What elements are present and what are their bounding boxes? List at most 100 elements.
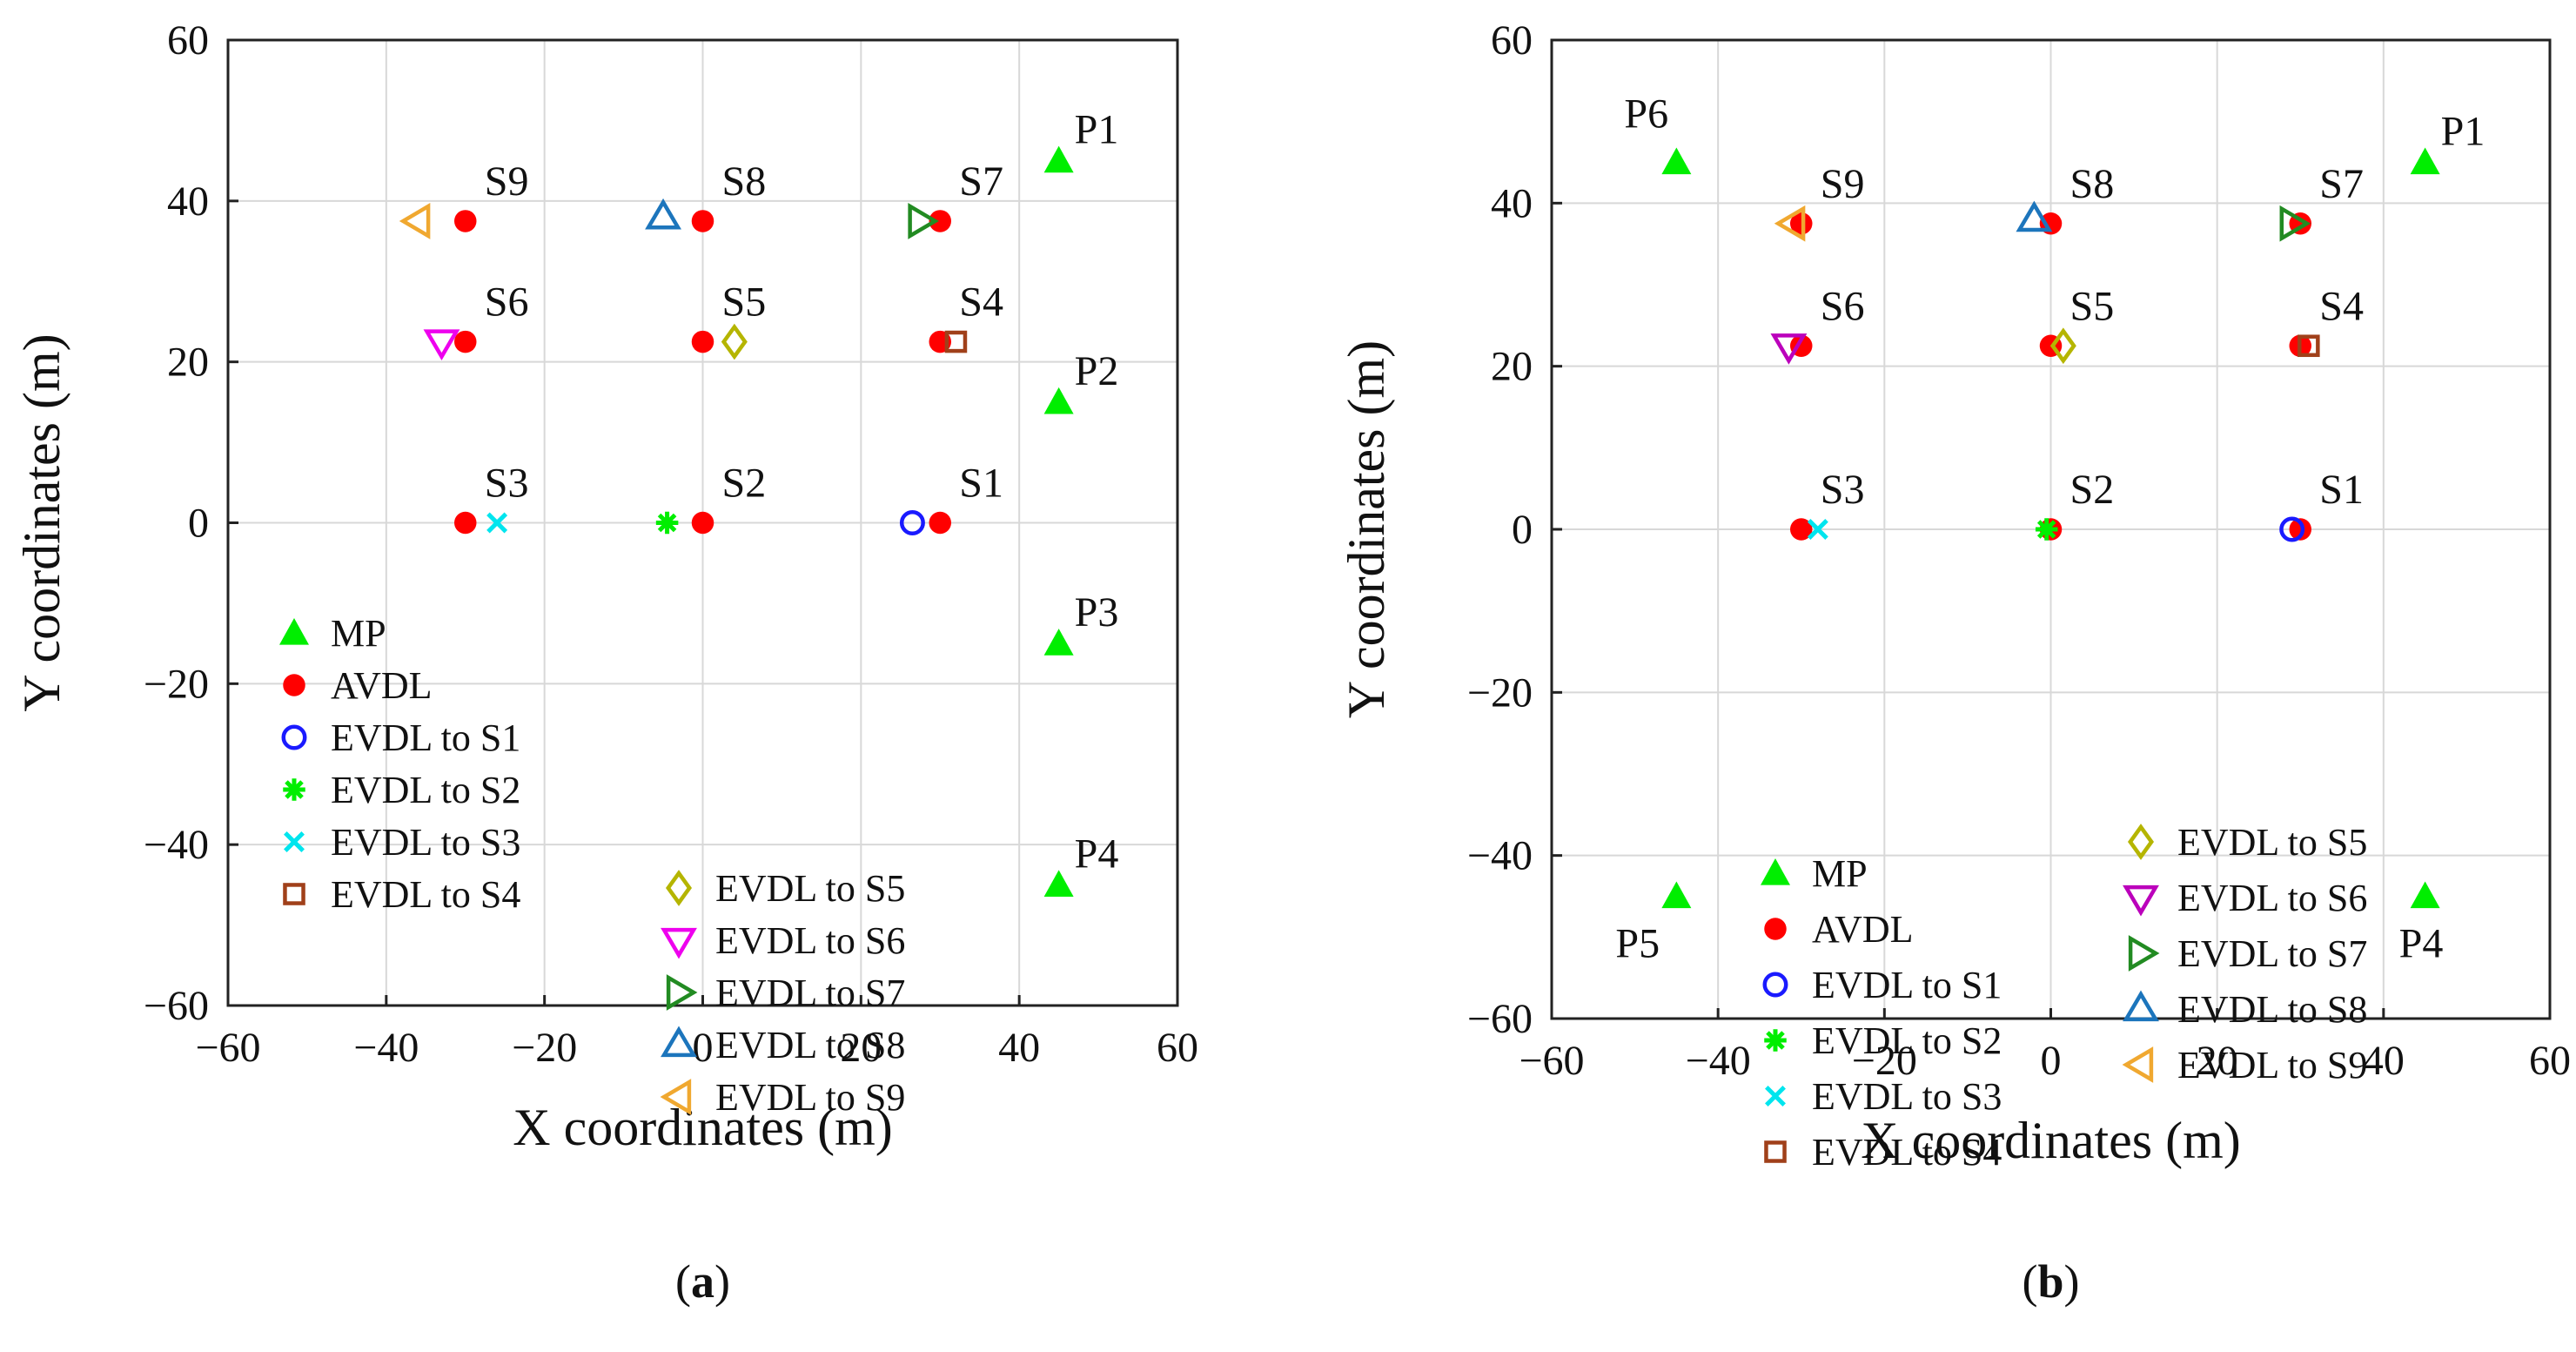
legend-marker-evdl-to-s3 bbox=[1765, 1086, 1786, 1106]
legend-label-evdl-to-s3: EVDL to S3 bbox=[1812, 1075, 2002, 1118]
legend-label-avdl: AVDL bbox=[1812, 908, 1914, 951]
point-mp-p1 bbox=[1043, 145, 1074, 173]
legend-label-evdl-to-s6: EVDL to S6 bbox=[715, 919, 905, 962]
panel-label: (a) bbox=[675, 1255, 730, 1308]
legend-label-evdl-to-s8: EVDL to S8 bbox=[2177, 988, 2367, 1031]
point-label-p2: P2 bbox=[1075, 348, 1119, 394]
y-tick-label: −60 bbox=[1467, 996, 1533, 1042]
legend-label-mp: MP bbox=[331, 612, 386, 655]
y-tick-label: −40 bbox=[144, 822, 209, 868]
point-evdl-to-s7 bbox=[908, 203, 939, 239]
x-tick-label: 40 bbox=[2363, 1038, 2405, 1084]
point-label-s1: S1 bbox=[959, 461, 1003, 507]
legend-label-mp: MP bbox=[1812, 852, 1868, 895]
point-label-s4: S4 bbox=[2319, 283, 2364, 329]
legend-label-evdl-to-s4: EVDL to S4 bbox=[1812, 1131, 2002, 1174]
panel-a: −60 −40 −20 0 20 40 60 −60 −40 −20 0 20 40 60 X coordi… bbox=[13, 17, 1198, 1308]
legend-label-avdl: AVDL bbox=[331, 664, 433, 707]
point-evdl-to-s2 bbox=[2035, 518, 2058, 541]
y-tick-label: 40 bbox=[1491, 180, 1533, 226]
point-evdl-to-s7 bbox=[2279, 205, 2311, 242]
y-axis-label: Y coordinates (m) bbox=[13, 333, 70, 711]
point-evdl-to-s9 bbox=[1774, 205, 1806, 242]
point-evdl-to-s4 bbox=[2298, 334, 2320, 358]
y-tick-label: 20 bbox=[167, 340, 209, 386]
legend-label-evdl-to-s1: EVDL to S1 bbox=[331, 716, 520, 759]
point-label-s3: S3 bbox=[485, 461, 529, 507]
x-axis-label: X coordinates (m) bbox=[1861, 1112, 2241, 1169]
y-tick-label: 0 bbox=[188, 501, 209, 547]
point-label-s9: S9 bbox=[1821, 161, 1865, 207]
point-label-s8: S8 bbox=[2070, 161, 2115, 207]
legend-label-evdl-to-s7: EVDL to S7 bbox=[2177, 932, 2367, 975]
y-tick-label: 0 bbox=[1512, 507, 1533, 553]
point-evdl-to-s1 bbox=[2279, 516, 2305, 542]
x-tick-label: −40 bbox=[353, 1025, 419, 1071]
legend-label-evdl-to-s6: EVDL to S6 bbox=[2177, 877, 2367, 919]
legend-marker-evdl-to-s6 bbox=[661, 927, 697, 959]
legend-marker-evdl-to-s7 bbox=[666, 974, 698, 1011]
point-label-p5: P5 bbox=[1615, 921, 1660, 967]
point-evdl-to-s3 bbox=[486, 512, 508, 534]
point-evdl-to-s8 bbox=[2016, 200, 2053, 232]
point-avdl-s1 bbox=[2289, 518, 2311, 541]
legend-label-evdl-to-s1: EVDL to S1 bbox=[1812, 964, 2002, 1006]
x-tick-label: −20 bbox=[512, 1025, 577, 1071]
x-tick-label: 60 bbox=[2529, 1038, 2571, 1084]
y-tick-label: −60 bbox=[144, 983, 209, 1029]
x-tick-label: 0 bbox=[693, 1025, 714, 1071]
point-label-s5: S5 bbox=[2070, 283, 2115, 329]
legend-marker-evdl-to-s8 bbox=[661, 1026, 697, 1058]
point-label-p4: P4 bbox=[1075, 831, 1119, 877]
point-evdl-to-s5 bbox=[721, 323, 748, 360]
y-tick-label: 20 bbox=[1491, 344, 1533, 390]
point-mp-p2 bbox=[1043, 387, 1074, 414]
y-tick-label: 60 bbox=[167, 17, 209, 64]
point-avdl-s7 bbox=[929, 210, 951, 232]
point-evdl-to-s9 bbox=[399, 203, 431, 239]
point-mp-p1 bbox=[2410, 147, 2440, 175]
legend-marker-evdl-to-s8 bbox=[2123, 990, 2159, 1022]
legend-marker-evdl-to-s1 bbox=[1762, 972, 1788, 998]
point-label-s7: S7 bbox=[2319, 161, 2364, 207]
y-tick-label: −20 bbox=[144, 661, 209, 707]
point-label-s3: S3 bbox=[1821, 467, 1865, 513]
point-label-s9: S9 bbox=[485, 158, 529, 205]
legend-marker-evdl-to-s5 bbox=[2127, 824, 2155, 860]
point-evdl-to-s2 bbox=[655, 511, 679, 535]
point-avdl-s3 bbox=[1790, 518, 1813, 541]
legend-marker-evdl-to-s2 bbox=[1764, 1029, 1787, 1052]
y-axis-label: Y coordinates (m) bbox=[1338, 340, 1395, 718]
x-tick-label: 60 bbox=[1157, 1025, 1198, 1071]
panel-label: (b) bbox=[2022, 1255, 2079, 1308]
legend-marker-evdl-to-s9 bbox=[660, 1079, 692, 1115]
point-avdl-s3 bbox=[454, 511, 477, 535]
point-mp-p5 bbox=[1661, 881, 1692, 909]
point-avdl-s5 bbox=[691, 330, 714, 353]
point-mp-p4 bbox=[1043, 870, 1074, 897]
legend-marker-evdl-to-s4 bbox=[283, 883, 305, 905]
point-mp-p6 bbox=[1661, 147, 1692, 175]
point-label-s6: S6 bbox=[1821, 283, 1865, 329]
legend-label-evdl-to-s3: EVDL to S3 bbox=[331, 821, 520, 864]
point-avdl-s9 bbox=[1790, 212, 1813, 235]
x-tick-label: −20 bbox=[1852, 1038, 1917, 1084]
legend-label-evdl-to-s7: EVDL to S7 bbox=[715, 972, 905, 1014]
panel-b: −60 −40 −20 0 20 40 60 −60 −40 −20 0 20 40 60 X coordi… bbox=[1338, 17, 2571, 1308]
point-avdl-s1 bbox=[929, 511, 951, 535]
legend-label-evdl-to-s2: EVDL to S2 bbox=[331, 769, 520, 811]
x-tick-label: −40 bbox=[1686, 1038, 1751, 1084]
point-evdl-to-s5 bbox=[2049, 327, 2076, 365]
point-label-s4: S4 bbox=[959, 279, 1003, 326]
y-tick-label: −40 bbox=[1467, 833, 1533, 879]
legend-marker-evdl-to-s9 bbox=[2122, 1046, 2154, 1083]
legend-label-evdl-to-s8: EVDL to S8 bbox=[715, 1024, 905, 1066]
point-evdl-to-s3 bbox=[1807, 519, 1828, 540]
legend-label-evdl-to-s4: EVDL to S4 bbox=[331, 873, 520, 916]
point-label-s6: S6 bbox=[485, 279, 529, 326]
point-avdl-s6 bbox=[454, 330, 477, 353]
x-tick-label: −60 bbox=[195, 1025, 260, 1071]
x-tick-label: 0 bbox=[2041, 1038, 2062, 1084]
point-evdl-to-s4 bbox=[944, 330, 968, 353]
